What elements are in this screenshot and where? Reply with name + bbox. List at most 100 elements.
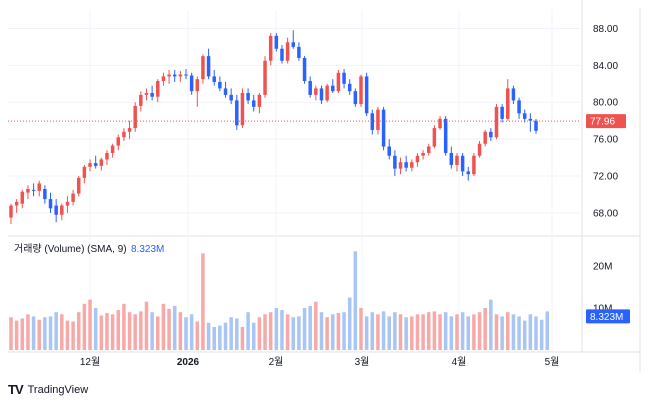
- candle-body: [314, 88, 318, 95]
- candle-body: [359, 76, 363, 105]
- candle-body: [511, 88, 516, 101]
- volume-bar: [359, 308, 363, 350]
- candle-body: [263, 60, 267, 95]
- candle-body: [319, 88, 324, 101]
- volume-bar: [167, 308, 171, 350]
- volume-bar: [342, 312, 346, 350]
- volume-bar: [93, 308, 98, 350]
- candle-body: [387, 146, 391, 156]
- volume-bar: [43, 317, 47, 350]
- volume-bar: [133, 314, 137, 350]
- candle-body: [506, 88, 510, 119]
- volume-bar: [534, 316, 538, 350]
- volume-bar: [48, 316, 53, 350]
- volume-legend-value: 8.323M: [131, 244, 164, 255]
- candle-body: [415, 155, 420, 163]
- candle-body: [449, 152, 454, 165]
- candle-body: [410, 162, 414, 168]
- volume-bar: [26, 314, 30, 350]
- candle-body: [528, 118, 533, 121]
- volume-bar: [99, 315, 104, 350]
- volume-bar: [150, 312, 154, 350]
- volume-bar: [426, 312, 431, 350]
- volume-value-label-bg: [586, 309, 630, 324]
- candle-body: [443, 118, 448, 153]
- volume-bar: [522, 320, 527, 350]
- candle-body: [43, 188, 47, 200]
- candle-body: [432, 128, 437, 147]
- candle-body: [466, 171, 471, 175]
- volume-bar: [438, 314, 442, 350]
- candle-body: [167, 74, 171, 77]
- candle-body: [172, 74, 177, 77]
- volume-bars: [9, 251, 550, 350]
- candle-body: [212, 76, 216, 82]
- time-axis[interactable]: 12월 2026 2월 3월 4월 5월: [80, 356, 560, 368]
- volume-bar: [65, 320, 70, 350]
- candle-body: [184, 74, 188, 76]
- candle-body: [331, 85, 335, 92]
- volume-bar: [195, 321, 200, 350]
- candle-body: [381, 109, 386, 147]
- price-axis[interactable]: 68.00 72.00 76.00 80.00 84.00 88.00: [593, 24, 618, 219]
- candle-body: [522, 113, 527, 119]
- volume-bar: [421, 314, 425, 350]
- volume-bar: [483, 308, 487, 350]
- volume-bar: [398, 314, 403, 350]
- volume-bar: [263, 314, 267, 350]
- candle-body: [455, 155, 459, 165]
- candle-body: [76, 177, 81, 194]
- volume-axis[interactable]: 10M 20M 8.323M: [586, 262, 630, 324]
- volume-bar: [251, 322, 256, 350]
- volume-bar: [240, 326, 245, 350]
- candle-body: [325, 85, 329, 101]
- volume-tick-label: 10M: [593, 304, 612, 315]
- volume-bar: [54, 312, 58, 350]
- volume-bar: [274, 308, 279, 350]
- price-tick-label: 84.00: [593, 61, 618, 72]
- volume-bar: [376, 314, 380, 350]
- volume-bar: [528, 314, 533, 350]
- volume-bar: [410, 316, 414, 350]
- candle-body: [99, 159, 104, 166]
- time-tick-label: 2026: [177, 357, 200, 368]
- candle-body: [438, 118, 442, 129]
- candle-body: [534, 120, 538, 131]
- volume-legend-title: 거래량 (Volume) (SMA, 9): [14, 243, 127, 255]
- candle-body: [251, 100, 256, 107]
- volume-bar: [82, 303, 87, 350]
- volume-bar: [161, 303, 166, 350]
- volume-value-label: 8.323M: [590, 312, 623, 323]
- candle-body: [133, 105, 137, 129]
- volume-bar: [297, 316, 301, 350]
- candle-body: [489, 131, 493, 138]
- candle-body: [280, 48, 284, 61]
- tradingview-logo-icon: TV: [8, 382, 24, 397]
- volume-bar: [314, 301, 318, 350]
- volume-bar: [139, 311, 143, 350]
- candle-body: [308, 81, 312, 95]
- volume-bar: [455, 314, 459, 350]
- volume-bar: [404, 317, 408, 350]
- price-tick-label: 88.00: [593, 24, 618, 35]
- volume-legend[interactable]: 거래량 (Volume) (SMA, 9) 8.323M: [14, 243, 164, 255]
- volume-bar: [246, 312, 250, 350]
- volume-bar: [9, 317, 13, 350]
- candle-body: [297, 46, 301, 58]
- volume-bar: [331, 314, 335, 350]
- candle-body: [291, 42, 296, 47]
- volume-bar: [539, 319, 544, 350]
- tradingview-brand[interactable]: TV TradingView: [8, 382, 88, 397]
- candle-body: [477, 143, 482, 156]
- volume-bar: [60, 314, 64, 350]
- volume-bar: [477, 312, 482, 350]
- candle-body: [127, 128, 132, 132]
- volume-bar: [229, 317, 233, 350]
- volume-bar: [189, 314, 194, 350]
- candle-body: [48, 199, 53, 209]
- candle-body: [229, 94, 233, 101]
- candle-body: [105, 152, 109, 160]
- candle-body: [393, 155, 397, 169]
